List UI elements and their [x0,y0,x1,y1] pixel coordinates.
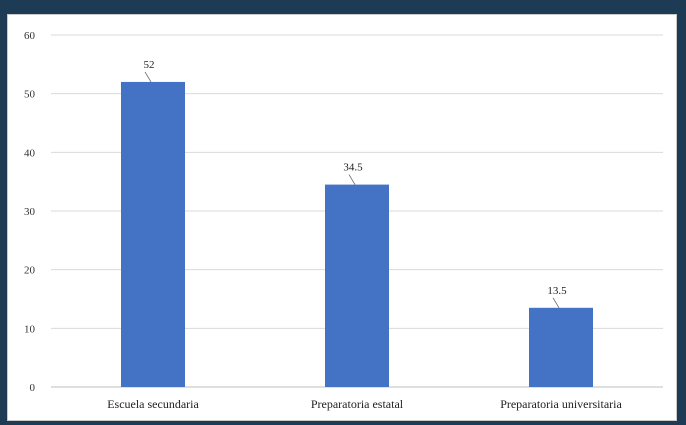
y-tick-label: 50 [24,89,36,101]
x-tick-label: Escuela secundaria [107,397,199,411]
y-tick-label: 30 [24,206,36,218]
chart-frame: 0 10 20 30 40 50 60 52 Escuela secundaria 34.5 Pre… [7,14,677,421]
x-tick-label: Preparatoria universitaria [500,397,622,411]
bar [325,184,389,387]
data-label: 34.5 [343,162,363,174]
bar-chart: 0 10 20 30 40 50 60 52 Escuela secundaria 34.5 Pre… [24,30,663,411]
bar [121,81,185,387]
y-tick-label: 0 [30,382,36,394]
data-label: 13.5 [547,285,567,297]
y-tick-label: 60 [24,30,36,42]
y-tick-label: 20 [24,265,36,277]
x-tick-label: Preparatoria estatal [311,397,404,411]
data-label: 52 [144,59,155,71]
data-label-leader [552,297,560,309]
y-tick-label: 40 [24,147,36,159]
data-label-leader [144,71,152,83]
data-label-leader [348,174,356,185]
y-tick-label: 10 [24,323,36,335]
bar [529,307,593,387]
